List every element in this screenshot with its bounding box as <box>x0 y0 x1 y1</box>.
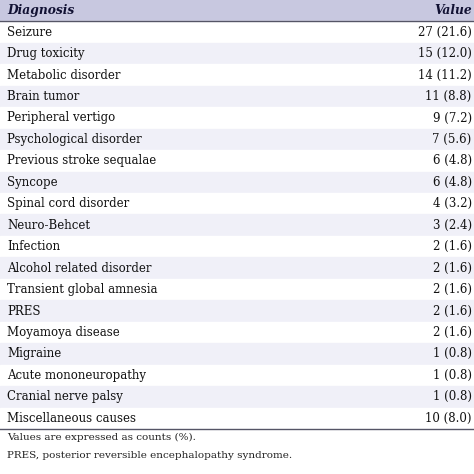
Bar <box>0 301 474 322</box>
Text: 3 (2.4): 3 (2.4) <box>432 219 472 232</box>
Text: Acute mononeuropathy: Acute mononeuropathy <box>7 369 146 382</box>
Text: Diagnosis: Diagnosis <box>7 4 74 17</box>
Text: 7 (5.6): 7 (5.6) <box>432 133 472 146</box>
Text: Cranial nerve palsy: Cranial nerve palsy <box>7 390 123 403</box>
Text: Spinal cord disorder: Spinal cord disorder <box>7 197 129 210</box>
Bar <box>0 386 474 408</box>
Text: Metabolic disorder: Metabolic disorder <box>7 69 120 82</box>
Bar <box>0 343 474 365</box>
Bar <box>0 279 474 301</box>
Text: 2 (1.6): 2 (1.6) <box>433 240 472 253</box>
Text: 2 (1.6): 2 (1.6) <box>433 262 472 274</box>
Text: 1 (0.8): 1 (0.8) <box>433 390 472 403</box>
Text: 14 (11.2): 14 (11.2) <box>418 69 472 82</box>
Bar <box>0 193 474 215</box>
Bar <box>0 408 474 429</box>
Text: Seizure: Seizure <box>7 26 52 39</box>
Text: Psychological disorder: Psychological disorder <box>7 133 142 146</box>
Text: 2 (1.6): 2 (1.6) <box>433 326 472 339</box>
Text: 2 (1.6): 2 (1.6) <box>433 304 472 318</box>
Text: 1 (0.8): 1 (0.8) <box>433 369 472 382</box>
Text: 10 (8.0): 10 (8.0) <box>425 412 472 425</box>
Text: Previous stroke sequalae: Previous stroke sequalae <box>7 155 156 167</box>
Text: Miscellaneous causes: Miscellaneous causes <box>7 412 136 425</box>
Text: Neuro-Behcet: Neuro-Behcet <box>7 219 90 232</box>
Bar <box>0 257 474 279</box>
Bar <box>0 64 474 86</box>
Text: PRES, posterior reversible encephalopathy syndrome.: PRES, posterior reversible encephalopath… <box>7 451 292 460</box>
Text: 6 (4.8): 6 (4.8) <box>432 155 472 167</box>
Bar <box>0 150 474 172</box>
Bar <box>0 172 474 193</box>
Bar <box>0 365 474 386</box>
Text: Peripheral vertigo: Peripheral vertigo <box>7 111 115 125</box>
Text: Infection: Infection <box>7 240 60 253</box>
Bar <box>0 236 474 257</box>
Text: Syncope: Syncope <box>7 176 58 189</box>
Text: Moyamoya disease: Moyamoya disease <box>7 326 120 339</box>
Bar <box>0 86 474 107</box>
Text: 15 (12.0): 15 (12.0) <box>418 47 472 60</box>
Text: Migraine: Migraine <box>7 347 61 360</box>
Bar <box>0 129 474 150</box>
Text: 27 (21.6): 27 (21.6) <box>418 26 472 39</box>
Text: 2 (1.6): 2 (1.6) <box>433 283 472 296</box>
Text: Values are expressed as counts (%).: Values are expressed as counts (%). <box>7 433 196 442</box>
Text: Value: Value <box>434 4 472 17</box>
Text: PRES: PRES <box>7 304 41 318</box>
Text: 4 (3.2): 4 (3.2) <box>432 197 472 210</box>
Text: 11 (8.8): 11 (8.8) <box>425 90 472 103</box>
Bar <box>0 43 474 64</box>
Text: Alcohol related disorder: Alcohol related disorder <box>7 262 152 274</box>
Bar <box>0 215 474 236</box>
Text: Drug toxicity: Drug toxicity <box>7 47 85 60</box>
Text: Transient global amnesia: Transient global amnesia <box>7 283 158 296</box>
Text: 6 (4.8): 6 (4.8) <box>432 176 472 189</box>
Bar <box>0 0 474 21</box>
Bar <box>0 322 474 343</box>
Bar <box>0 107 474 129</box>
Text: 9 (7.2): 9 (7.2) <box>432 111 472 125</box>
Text: Brain tumor: Brain tumor <box>7 90 80 103</box>
Text: 1 (0.8): 1 (0.8) <box>433 347 472 360</box>
Bar <box>0 21 474 43</box>
